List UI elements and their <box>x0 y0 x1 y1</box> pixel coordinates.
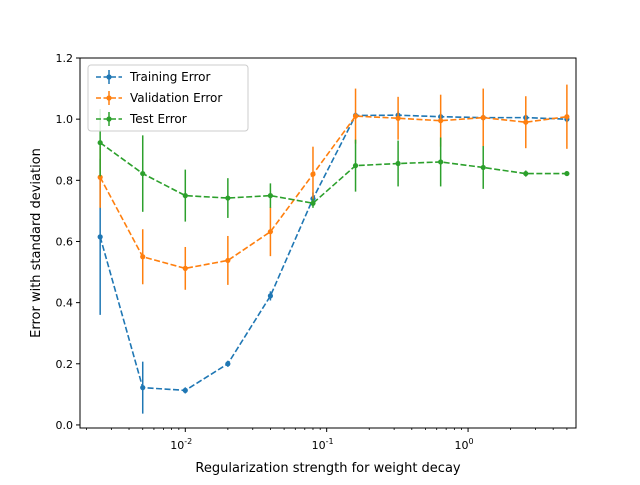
data-point <box>310 200 316 206</box>
data-point <box>267 193 274 199</box>
series-line <box>99 142 567 205</box>
data-point <box>352 163 359 169</box>
y-tick-label: 0.0 <box>56 419 74 432</box>
data-point <box>182 193 188 199</box>
axes-layer: 0.0 0.2 0.4 0.6 0.8 1.0 1.2 10-2 10-1 100 <box>56 52 568 452</box>
plot-frame <box>79 57 577 429</box>
data-point <box>438 118 444 124</box>
data-point <box>395 160 401 167</box>
legend: Training Error Validation Error Test Error <box>87 64 249 132</box>
x-tick-label: 10-1 <box>312 437 334 452</box>
data-point <box>225 257 231 264</box>
data-point <box>480 115 486 121</box>
data-point <box>523 119 529 125</box>
y-tick-label: 1.0 <box>56 113 74 126</box>
y-tick-label: 0.8 <box>56 174 74 187</box>
plot-layer <box>97 84 570 414</box>
data-point <box>480 164 486 171</box>
data-point <box>140 170 146 177</box>
y-tick-label: 1.2 <box>56 52 74 65</box>
data-point <box>182 387 188 393</box>
data-point <box>97 174 103 180</box>
legend-marker <box>106 116 112 122</box>
data-point <box>395 115 401 121</box>
data-point <box>225 361 231 367</box>
y-tick-label: 0.2 <box>56 358 74 371</box>
data-point <box>225 195 231 201</box>
y-axis-label: Error with standard deviation <box>29 148 44 338</box>
data-point <box>523 170 529 177</box>
data-point <box>352 113 359 119</box>
legend-label: Test Error <box>129 112 187 126</box>
data-point <box>438 159 444 165</box>
legend-marker <box>106 74 112 80</box>
legend-label: Validation Error <box>130 91 222 105</box>
data-point <box>97 234 103 240</box>
data-point <box>267 293 274 299</box>
y-tick-label: 0.4 <box>56 297 74 310</box>
legend-label: Training Error <box>129 70 210 84</box>
data-point <box>564 114 570 120</box>
series-line <box>99 115 567 270</box>
x-axis-label: Regularization strength for weight decay <box>195 461 461 476</box>
legend-marker <box>106 95 112 101</box>
data-point <box>267 229 274 235</box>
data-point <box>97 140 103 146</box>
data-point <box>564 170 570 177</box>
x-tick-label: 10-2 <box>170 437 192 452</box>
data-point <box>140 254 146 260</box>
y-tick-label: 0.6 <box>56 235 74 248</box>
x-tick-label: 100 <box>455 437 474 452</box>
data-point <box>182 265 188 271</box>
legend-box <box>87 64 249 132</box>
data-point <box>310 171 316 177</box>
data-point <box>140 385 146 391</box>
